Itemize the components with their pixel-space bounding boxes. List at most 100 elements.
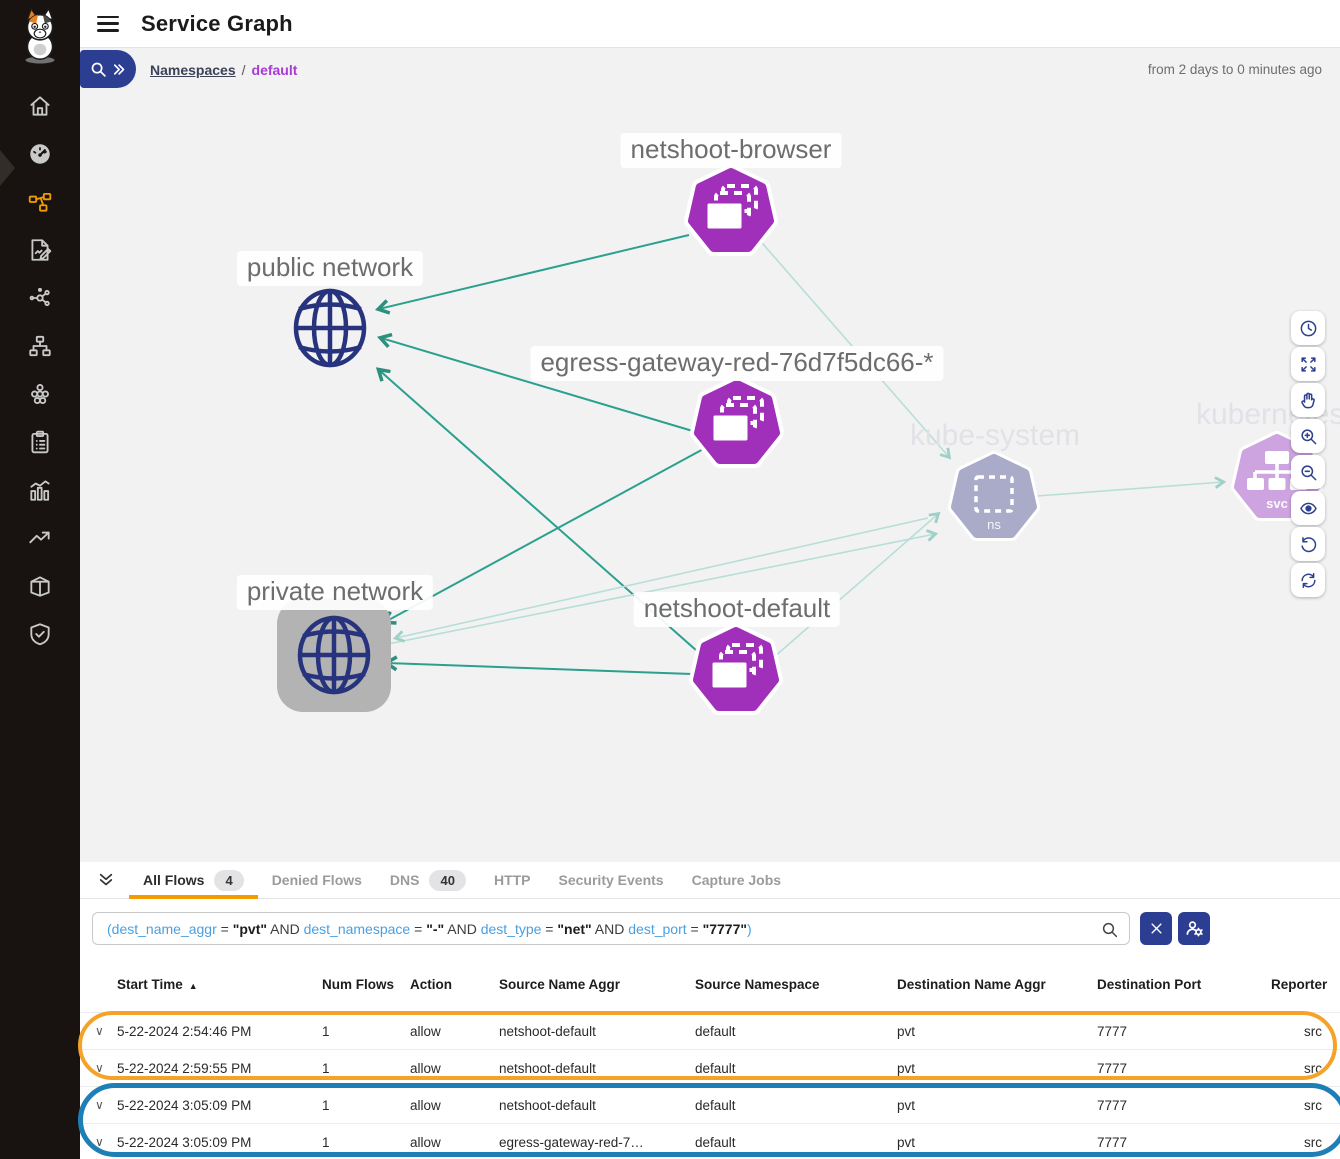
globe-icon: [297, 615, 371, 695]
time-button[interactable]: [1291, 311, 1325, 345]
expand-row-icon[interactable]: ∨: [95, 1135, 104, 1149]
sidebar-item-packages[interactable]: [0, 562, 80, 610]
node-netshoot-browser[interactable]: [681, 162, 781, 262]
graph-edge: [387, 663, 693, 675]
tab-http[interactable]: HTTP: [493, 872, 531, 888]
calico-cat-logo[interactable]: [11, 5, 69, 65]
sidebar-item-activity[interactable]: [0, 514, 80, 562]
user-settings-button[interactable]: [1178, 912, 1210, 945]
node-private-network[interactable]: [284, 605, 384, 705]
sidebar-item-clusters[interactable]: [0, 370, 80, 418]
graph-edge: [381, 338, 697, 433]
sidebar-item-reports[interactable]: [0, 466, 80, 514]
tab-all-flows[interactable]: All Flows 4: [129, 862, 258, 899]
node-public-network[interactable]: [280, 278, 380, 378]
clear-filter-button[interactable]: [1140, 912, 1172, 945]
clipboard-icon: [31, 430, 49, 454]
page-title: Service Graph: [141, 10, 293, 36]
sidebar-item-compliance[interactable]: [0, 418, 80, 466]
topology-icon: [28, 192, 52, 212]
tab-denied-flows[interactable]: Denied Flows: [271, 872, 362, 888]
sort-asc-icon: ▲: [188, 981, 198, 991]
node-egress-gateway[interactable]: [687, 374, 787, 474]
node-label-public-network: public network: [236, 251, 424, 286]
app-sidebar: [0, 0, 80, 1159]
sidebar-item-security[interactable]: [0, 610, 80, 658]
undo-button[interactable]: [1291, 527, 1325, 561]
namespace-icon: ns: [974, 475, 1014, 532]
double-chevron-right-icon: [113, 63, 125, 75]
zoom-in-button[interactable]: [1291, 419, 1325, 453]
replicaset-icon: [704, 184, 758, 232]
col-source-namespace[interactable]: Source Namespace: [695, 977, 820, 992]
table-row[interactable]: ∨ 5-22-2024 2:54:46 PM 1 allow netshoot-…: [80, 1012, 1340, 1049]
cluster-icon: [31, 383, 49, 405]
time-range-label: from 2 days to 0 minutes ago: [1147, 62, 1322, 77]
lan-icon: [29, 335, 51, 357]
table-row[interactable]: ∨ 5-22-2024 2:59:55 PM 1 allow netshoot-…: [80, 1049, 1340, 1086]
search-icon: [91, 62, 106, 77]
col-destination-port[interactable]: Destination Port: [1097, 977, 1202, 992]
replicaset-icon: [710, 396, 764, 444]
collapse-panel-button[interactable]: [95, 869, 117, 891]
molecule-icon: [29, 287, 50, 307]
col-reporter[interactable]: Reporter: [1271, 977, 1328, 992]
sidebar-item-network[interactable]: [0, 322, 80, 370]
sidebar-item-dashboard[interactable]: [0, 130, 80, 178]
node-netshoot-default[interactable]: [686, 621, 786, 721]
node-kube-system[interactable]: ns: [944, 448, 1044, 548]
zoom-out-icon: [1300, 464, 1316, 480]
document-edit-icon: [31, 239, 52, 261]
col-start-time[interactable]: Start Time ▲: [117, 977, 198, 992]
home-icon: [30, 96, 50, 116]
expand-row-icon[interactable]: ∨: [95, 1098, 104, 1112]
flows-table-header: Start Time ▲ Num Flows Action Source Name…: [80, 957, 1340, 1012]
table-row[interactable]: ∨ 5-22-2024 3:05:09 PM 1 allow egress-ga…: [80, 1123, 1340, 1159]
service-graph-canvas[interactable]: kube-system kubernetes netshoot-browser …: [80, 48, 1340, 862]
svg-text:svc: svc: [1266, 496, 1288, 511]
sidebar-item-threats[interactable]: [0, 274, 80, 322]
bar-chart-icon: [30, 480, 50, 501]
menu-icon[interactable]: [97, 15, 119, 32]
hand-icon: [1300, 392, 1315, 408]
search-icon[interactable]: [1101, 921, 1119, 939]
sidebar-item-policies[interactable]: [0, 226, 80, 274]
sidebar-item-home[interactable]: [0, 82, 80, 130]
top-header: Service Graph: [80, 0, 1340, 48]
undo-icon: [1300, 536, 1316, 552]
col-destination-name-aggr[interactable]: Destination Name Aggr: [897, 977, 1046, 992]
tab-capture-jobs[interactable]: Capture Jobs: [691, 872, 782, 888]
graph-edge: [382, 534, 935, 646]
tab-security-events[interactable]: Security Events: [558, 872, 664, 888]
filter-row: (dest_name_aggr = "pvt" AND dest_namespa…: [80, 899, 1340, 957]
node-label-egress-gateway: egress-gateway-red-76d7f5dc66-*: [530, 346, 944, 381]
shield-icon: [30, 623, 50, 646]
clock-icon: [1300, 320, 1316, 336]
filter-query-input[interactable]: (dest_name_aggr = "pvt" AND dest_namespa…: [92, 912, 1130, 945]
pan-button[interactable]: [1291, 383, 1325, 417]
eye-icon: [1299, 502, 1317, 514]
col-source-name-aggr[interactable]: Source Name Aggr: [499, 977, 621, 992]
graph-edge: [1036, 482, 1223, 497]
col-num-flows[interactable]: Num Flows: [322, 977, 395, 992]
fit-screen-button[interactable]: [1291, 347, 1325, 381]
graph-search-button[interactable]: [80, 50, 136, 88]
node-label-private-network: private network: [236, 575, 434, 610]
dns-count-badge: 40: [429, 869, 466, 891]
refresh-button[interactable]: [1291, 563, 1325, 597]
all-flows-count-badge: 4: [214, 869, 244, 891]
svg-text:ns: ns: [987, 517, 1001, 532]
node-label-netshoot-default: netshoot-default: [633, 592, 841, 627]
namespace-watermark-kube-system: kube-system: [909, 419, 1081, 452]
visibility-button[interactable]: [1291, 491, 1325, 525]
breadcrumb: Namespaces / default: [150, 62, 298, 78]
graph-edge: [385, 446, 708, 622]
expand-row-icon[interactable]: ∨: [95, 1024, 104, 1038]
sidebar-item-service-graph[interactable]: [0, 178, 80, 226]
zoom-out-button[interactable]: [1291, 455, 1325, 489]
col-action[interactable]: Action: [410, 977, 452, 992]
tab-dns[interactable]: DNS 40: [376, 862, 480, 899]
table-row[interactable]: ∨ 5-22-2024 3:05:09 PM 1 allow netshoot-…: [80, 1086, 1340, 1123]
expand-row-icon[interactable]: ∨: [95, 1061, 104, 1075]
breadcrumb-namespaces-link[interactable]: Namespaces: [150, 62, 236, 78]
